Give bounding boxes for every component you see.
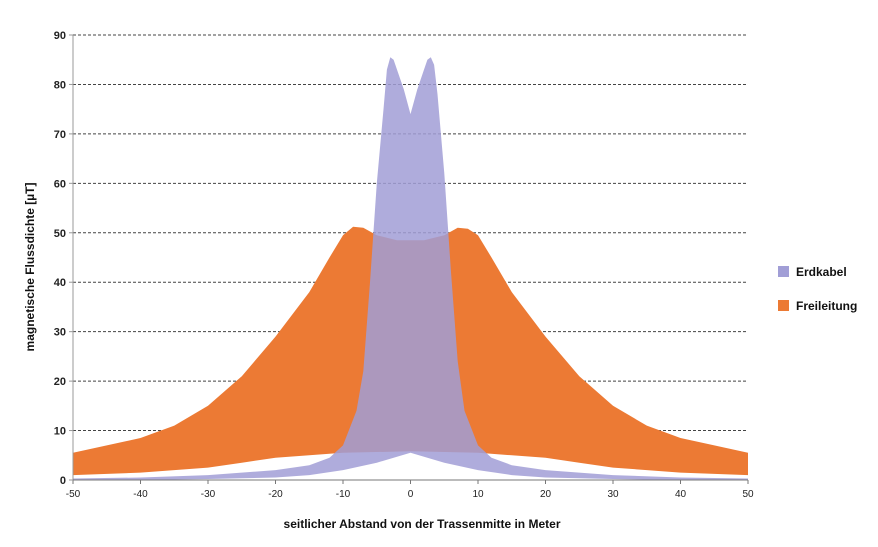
x-tick-label-0: 0 (408, 489, 414, 500)
legend-swatch-erdkabel (778, 266, 789, 277)
x-tick-label-30: 30 (607, 489, 619, 500)
y-tick-label-0: 0 (60, 475, 66, 487)
legend-label-freileitung: Freileitung (796, 299, 857, 313)
y-tick-labels: 0 10 20 30 40 50 60 70 80 90 (54, 30, 66, 487)
y-tick-label-10: 10 (54, 426, 66, 438)
x-axis-title: seitlicher Abstand von der Trassenmitte … (284, 517, 561, 531)
series-area-erdkabel (73, 57, 748, 481)
y-tick-label-20: 20 (54, 376, 66, 388)
x-tick-label--10: -10 (336, 489, 351, 500)
series-areas (73, 57, 748, 481)
y-tick-label-80: 80 (54, 79, 66, 91)
y-tick-label-50: 50 (54, 228, 66, 240)
y-tick-label-30: 30 (54, 327, 66, 339)
y-tick-label-40: 40 (54, 277, 66, 289)
x-tick-labels: -50 -40 -30 -20 -10 0 10 20 30 40 50 (66, 489, 754, 500)
x-tick-label-40: 40 (675, 489, 687, 500)
legend-label-erdkabel: Erdkabel (796, 265, 847, 279)
y-tick-label-60: 60 (54, 178, 66, 190)
x-tick-label-50: 50 (742, 489, 754, 500)
x-tick-label--50: -50 (66, 489, 81, 500)
axes (69, 34, 749, 484)
x-tick-label-20: 20 (540, 489, 552, 500)
x-tick-label--30: -30 (201, 489, 216, 500)
x-tick-label-10: 10 (472, 489, 484, 500)
legend: Erdkabel Freileitung (778, 265, 857, 313)
x-tick-label--20: -20 (268, 489, 283, 500)
y-tick-label-90: 90 (54, 30, 66, 42)
legend-swatch-freileitung (778, 300, 789, 311)
y-axis-title: magnetische Flussdichte [µT] (23, 183, 37, 352)
x-tick-label--40: -40 (133, 489, 148, 500)
y-tick-label-70: 70 (54, 129, 66, 141)
